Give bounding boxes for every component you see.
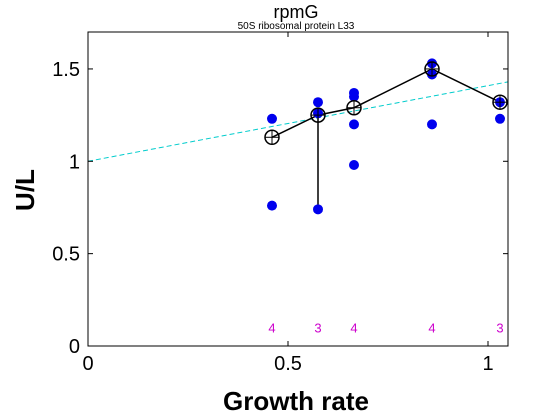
y-axis-label: U/L	[10, 169, 40, 211]
x-tick-label: 0	[82, 353, 93, 375]
count-label: 3	[314, 321, 321, 336]
count-label: 4	[350, 321, 357, 336]
plot-frame	[87, 31, 509, 347]
chart-subtitle: 50S ribosomal protein L33	[238, 21, 355, 32]
y-tick-label: 0.5	[52, 244, 80, 266]
count-label: 4	[428, 321, 435, 336]
data-point	[427, 119, 437, 130]
plot-area: 4 3 4 4 3	[88, 58, 508, 336]
x-tick-label: 0.5	[274, 353, 302, 375]
data-point	[349, 159, 359, 170]
count-label: 3	[496, 321, 503, 336]
count-label: 4	[268, 321, 275, 336]
data-point	[495, 113, 505, 124]
y-tick-label: 1.5	[52, 59, 80, 81]
data-point	[313, 97, 323, 108]
data-point	[349, 91, 359, 102]
data-point	[267, 200, 277, 211]
y-tick-label: 1	[69, 151, 80, 173]
fit-line	[88, 81, 508, 162]
chart-title: rpmG	[274, 2, 319, 22]
x-tick-label: 1	[482, 353, 493, 375]
data-point	[349, 119, 359, 130]
axes: 0 0.5 1 0 0.5 1 1.5	[52, 31, 509, 375]
x-axis-label: Growth rate	[223, 386, 369, 416]
data-point	[313, 204, 323, 215]
mean-line	[271, 68, 501, 138]
y-tick-label: 0	[69, 336, 80, 358]
data-point	[267, 113, 277, 124]
